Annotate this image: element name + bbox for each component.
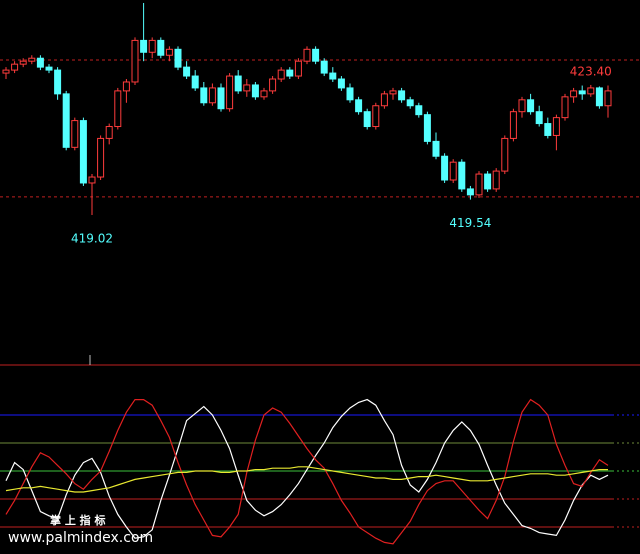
candle-body <box>484 173 492 190</box>
candle-body <box>114 90 122 128</box>
oscillator-line <box>5 466 608 493</box>
candle-body <box>432 140 440 157</box>
candle-body <box>243 84 251 92</box>
candle-body <box>380 93 388 107</box>
candle-body <box>509 111 517 139</box>
candle-body <box>423 114 431 142</box>
candle-body <box>45 66 53 71</box>
candle-body <box>552 117 560 136</box>
candle-body <box>578 90 586 95</box>
candle-body <box>372 105 380 128</box>
candle-body <box>54 69 62 95</box>
candle-body <box>535 111 543 125</box>
watermark-title: 掌 上 指 标 <box>50 513 106 527</box>
watermark-url: www.palmindex.com <box>8 530 153 546</box>
candle-body <box>165 48 173 56</box>
candle-body <box>11 63 19 71</box>
candle-body <box>544 123 552 136</box>
candle-body <box>441 155 449 181</box>
candle-body <box>398 90 406 101</box>
candle-body <box>466 188 474 196</box>
oscillator-line <box>5 398 609 545</box>
candle-body <box>346 87 354 101</box>
candle-body <box>286 69 294 77</box>
candle-body <box>458 161 466 190</box>
candle-body <box>36 57 44 68</box>
candle-body <box>570 90 578 98</box>
candle-body <box>174 48 182 68</box>
candle-body <box>234 75 242 92</box>
candle-body <box>320 60 328 74</box>
candle-body <box>355 99 363 113</box>
candle-body <box>2 69 10 74</box>
candle-body <box>294 60 302 77</box>
candle-body <box>269 78 277 92</box>
candle-body <box>157 39 165 56</box>
candle-body <box>415 105 423 116</box>
price-annotation: 419.54 <box>449 216 491 230</box>
candle-body <box>475 173 483 196</box>
candle-body <box>501 137 509 172</box>
candle-body <box>260 90 268 98</box>
candle-body <box>595 87 603 107</box>
candle-body <box>200 87 208 104</box>
candle-body <box>140 39 148 53</box>
candle-body <box>527 99 535 113</box>
price-annotation: 423.40 <box>570 64 612 78</box>
price-annotation: 419.02 <box>71 232 113 246</box>
candle-body <box>88 176 96 184</box>
candle-body <box>191 75 199 89</box>
candle-body <box>363 111 371 128</box>
candle-body <box>449 161 457 181</box>
candle-body <box>226 75 234 110</box>
candle-body <box>329 72 337 80</box>
candle-body <box>312 48 320 62</box>
candle-body <box>561 96 569 119</box>
candle-body <box>518 99 526 113</box>
candle-body <box>389 90 397 95</box>
candle-body <box>79 120 87 184</box>
candle-body <box>251 84 259 98</box>
candle-body <box>97 137 105 178</box>
candle-body <box>71 120 79 148</box>
candle-body <box>406 99 414 107</box>
candle-body <box>492 170 500 190</box>
candle-body <box>183 66 191 77</box>
candle-body <box>62 93 70 148</box>
candle-body <box>604 90 612 107</box>
candle-body <box>19 60 27 65</box>
candle-body <box>148 39 156 53</box>
candle-body <box>28 57 36 62</box>
candle-body <box>303 48 311 62</box>
candle-body <box>587 87 595 95</box>
candle-body <box>122 81 130 92</box>
candle-body <box>208 87 216 104</box>
candle-body <box>337 78 345 89</box>
candle-body <box>217 87 225 110</box>
candle-body <box>277 69 285 80</box>
candle-body <box>131 39 139 83</box>
candle-body <box>105 126 113 139</box>
